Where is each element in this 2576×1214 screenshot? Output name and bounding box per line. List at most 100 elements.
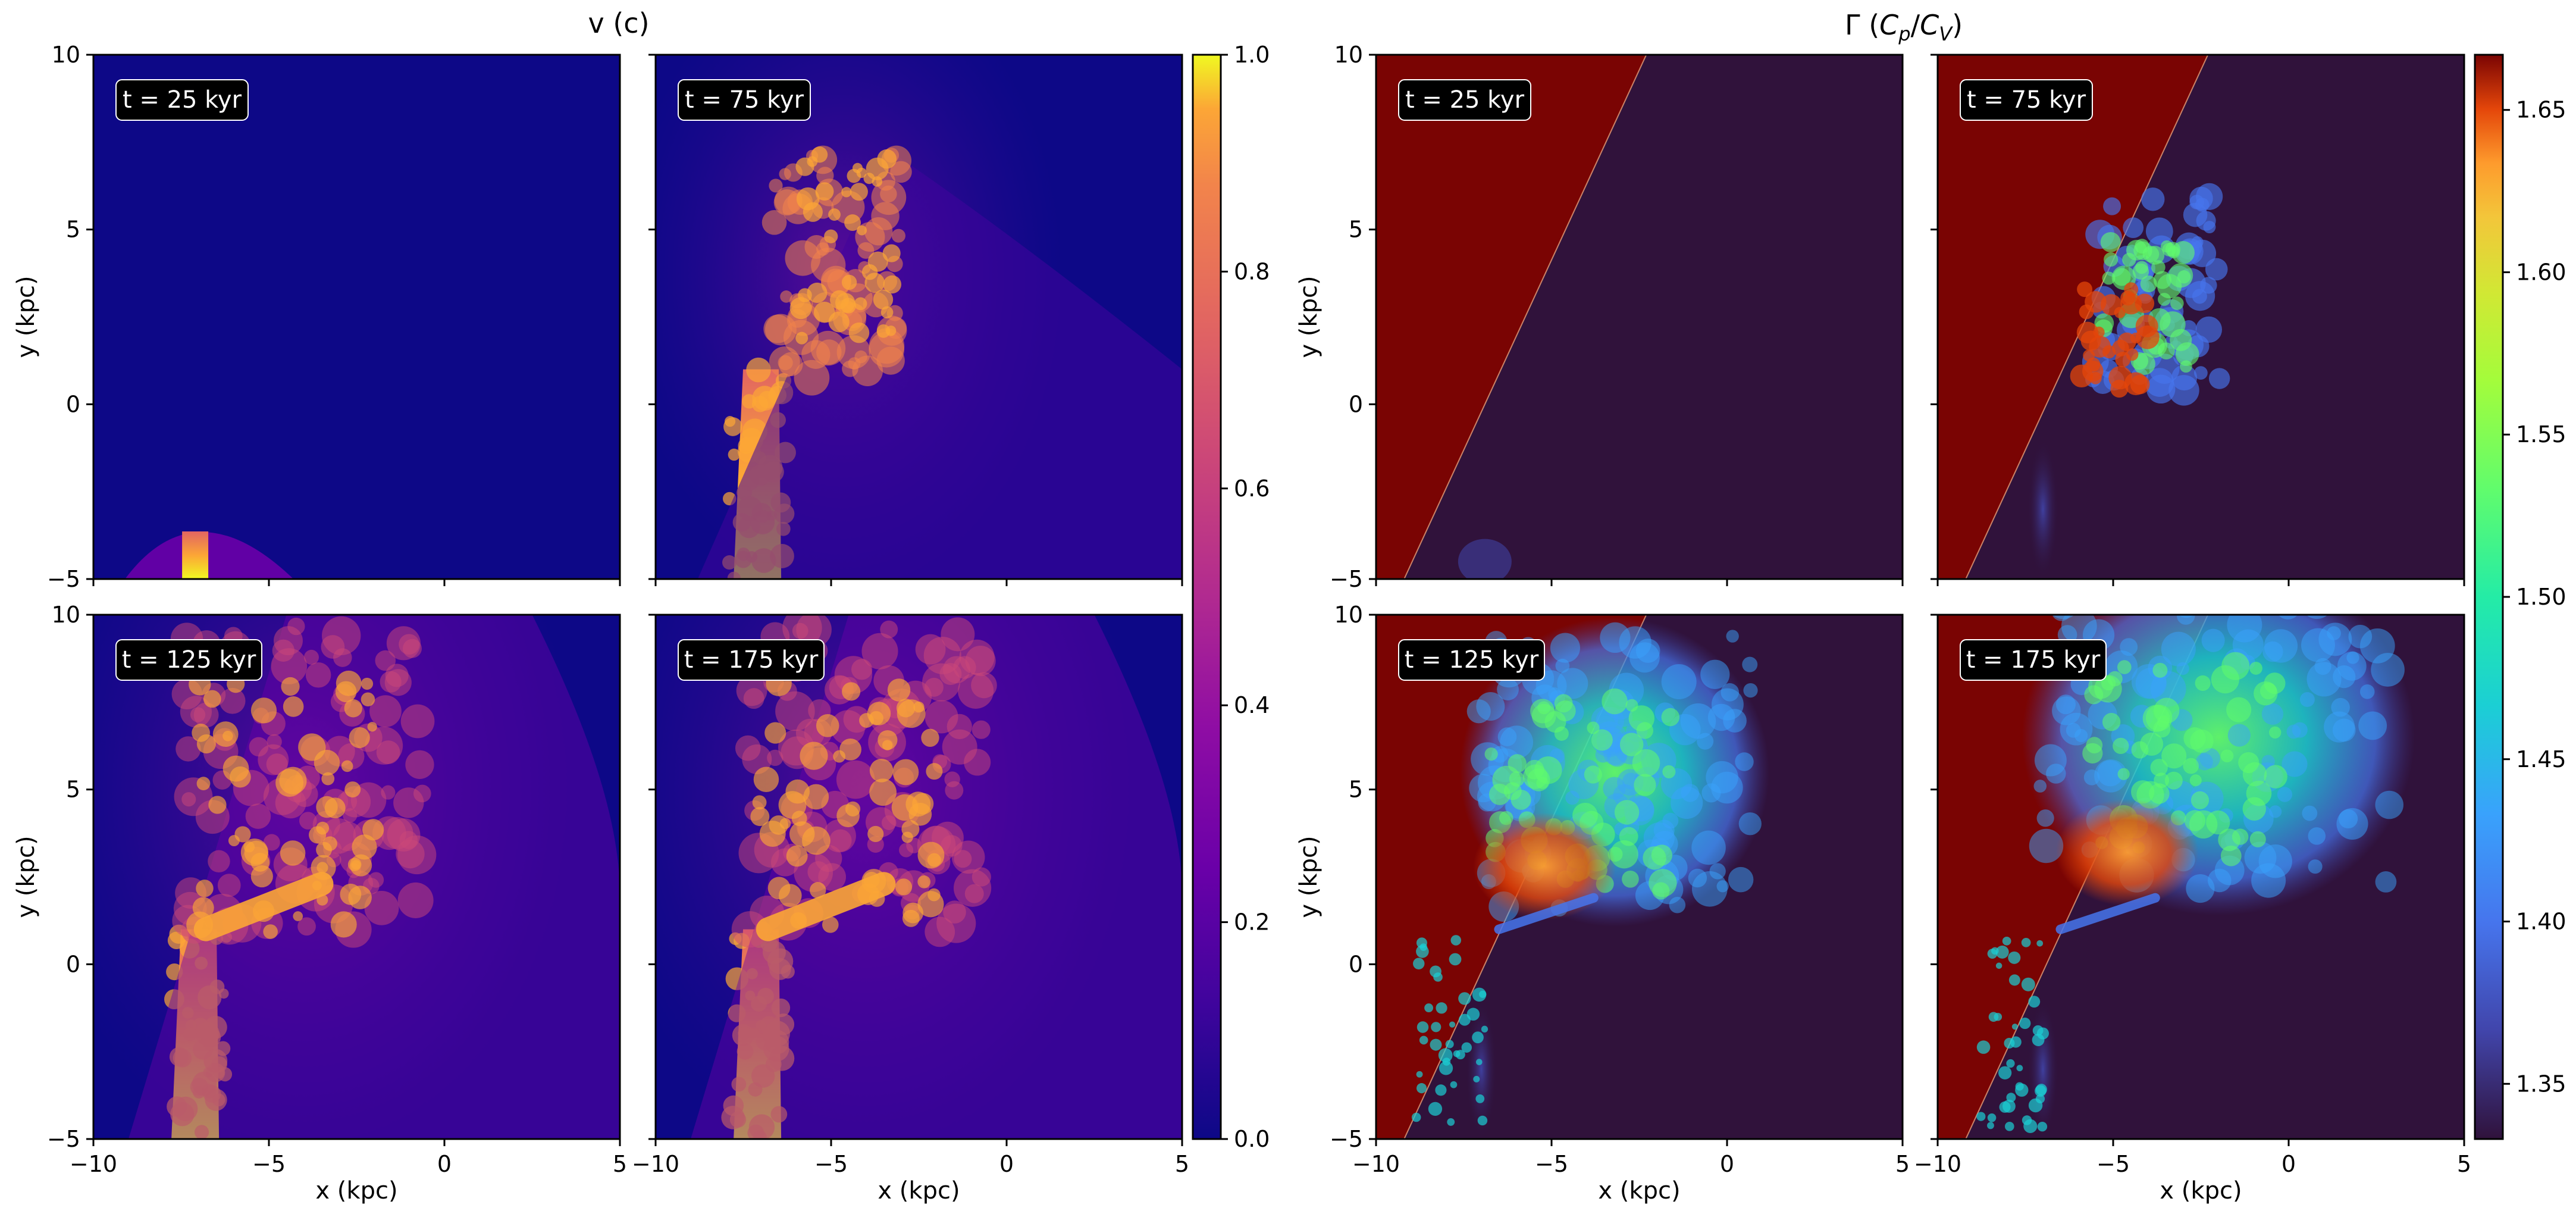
flow-feature <box>852 355 883 386</box>
flow-feature <box>791 811 807 827</box>
flow-feature <box>762 940 786 964</box>
jet-core <box>182 531 209 579</box>
flow-feature <box>2190 729 2214 753</box>
flow-feature <box>194 1125 209 1139</box>
flow-feature <box>925 700 958 734</box>
flow-feature <box>725 416 736 427</box>
flow-feature <box>330 911 357 938</box>
y-tick-label: 5 <box>1349 217 1363 243</box>
flow-feature <box>731 911 768 948</box>
flow-feature <box>878 730 898 750</box>
flow-feature <box>195 956 208 970</box>
flow-feature <box>1424 1003 1434 1013</box>
flow-feature <box>1449 953 1462 966</box>
time-label: t = 25 kyr <box>123 86 242 114</box>
flow-feature <box>882 244 901 262</box>
flow-feature <box>1447 1118 1455 1126</box>
jet-trail <box>2027 439 2058 579</box>
flow-feature <box>828 208 841 221</box>
flow-feature <box>869 328 905 364</box>
flow-feature <box>203 1067 214 1078</box>
y-tick-label: −5 <box>47 1126 80 1152</box>
flow-feature <box>2132 263 2149 280</box>
time-label: t = 75 kyr <box>685 86 804 114</box>
flow-feature <box>2261 703 2284 725</box>
flow-feature <box>263 834 280 851</box>
velocity-panel-25kyr: t = 25 kyr −5 0 5 10 y (kpc) <box>12 42 621 592</box>
flow-feature <box>2244 841 2277 874</box>
flow-feature <box>728 448 740 461</box>
flow-feature <box>1591 729 1613 751</box>
flow-feature <box>2318 622 2352 656</box>
flow-feature <box>2135 293 2155 314</box>
flow-feature <box>2103 197 2121 215</box>
gamma-panel-175kyr: t = 175 kyr −10 −5 0 5 x (kpc) <box>1914 614 2471 1204</box>
gamma-panel-75kyr: t = 75 kyr <box>1931 54 2465 586</box>
flow-feature <box>1458 1013 1471 1026</box>
flow-feature <box>1527 768 1550 791</box>
flow-feature <box>728 1004 746 1022</box>
flow-feature <box>2113 268 2131 286</box>
flow-feature <box>1419 1035 1428 1045</box>
flow-feature <box>2262 641 2283 662</box>
y-tick-label: 0 <box>1349 391 1363 417</box>
flow-feature <box>750 807 770 827</box>
flow-feature <box>2036 940 2044 947</box>
flow-feature <box>2046 764 2066 784</box>
hot-spot <box>1473 812 1616 920</box>
flow-feature <box>219 688 246 714</box>
flow-feature <box>316 841 332 858</box>
y-tick-label: 5 <box>1349 777 1363 803</box>
flow-feature <box>2232 828 2249 845</box>
colorbar-tick-label: 0.2 <box>1234 909 1270 935</box>
flow-feature <box>2021 938 2031 947</box>
colorbar-velocity-ticks: 0.0 0.2 0.4 0.6 0.8 1.0 <box>1221 42 1270 1152</box>
flow-feature <box>1987 1122 1994 1129</box>
flow-feature <box>857 225 867 236</box>
flow-feature <box>192 1085 206 1099</box>
flow-feature <box>2277 787 2293 802</box>
flow-feature <box>316 821 330 835</box>
jet-bend <box>2055 893 2160 934</box>
flow-feature <box>2070 364 2094 388</box>
time-label: t = 75 kyr <box>1967 86 2086 114</box>
flow-feature <box>786 845 808 867</box>
flow-feature <box>746 968 758 980</box>
flow-feature <box>1995 945 2009 959</box>
flow-feature <box>399 634 419 655</box>
hot-spot <box>2055 799 2199 906</box>
flow-feature <box>349 727 370 749</box>
flow-feature <box>2021 977 2035 991</box>
shocked-medium <box>697 149 1182 579</box>
x-tick-label: 5 <box>1175 1151 1189 1177</box>
flow-feature <box>212 721 239 747</box>
flow-feature <box>1610 840 1638 869</box>
x-tick-label: 0 <box>437 1151 452 1177</box>
flow-feature <box>1998 1066 2012 1080</box>
x-axis-label: x (kpc) <box>878 1177 960 1204</box>
flow-feature <box>2115 352 2131 368</box>
x-tick-label: −10 <box>1914 1151 1961 1177</box>
flow-feature <box>2052 615 2071 621</box>
flow-feature <box>876 324 891 338</box>
flow-feature <box>218 988 229 999</box>
flow-feature <box>1449 1021 1456 1028</box>
flow-feature <box>279 766 307 794</box>
colorbar-tick-label: 0.4 <box>1234 692 1270 718</box>
flow-feature <box>1531 703 1556 728</box>
flow-feature <box>807 282 828 304</box>
y-tick-label: 5 <box>66 777 80 803</box>
flow-feature <box>725 967 749 990</box>
flow-feature <box>1411 1112 1421 1122</box>
flow-feature <box>2011 1024 2018 1030</box>
flow-feature <box>864 217 893 246</box>
flow-feature <box>789 821 815 847</box>
flow-feature <box>2195 675 2211 691</box>
panel-frame <box>1936 614 2465 1140</box>
flow-feature <box>351 860 361 870</box>
flow-feature <box>895 878 913 896</box>
flow-feature <box>939 663 962 686</box>
flow-feature <box>263 924 278 939</box>
time-badge <box>115 79 249 121</box>
flow-feature <box>767 877 791 900</box>
